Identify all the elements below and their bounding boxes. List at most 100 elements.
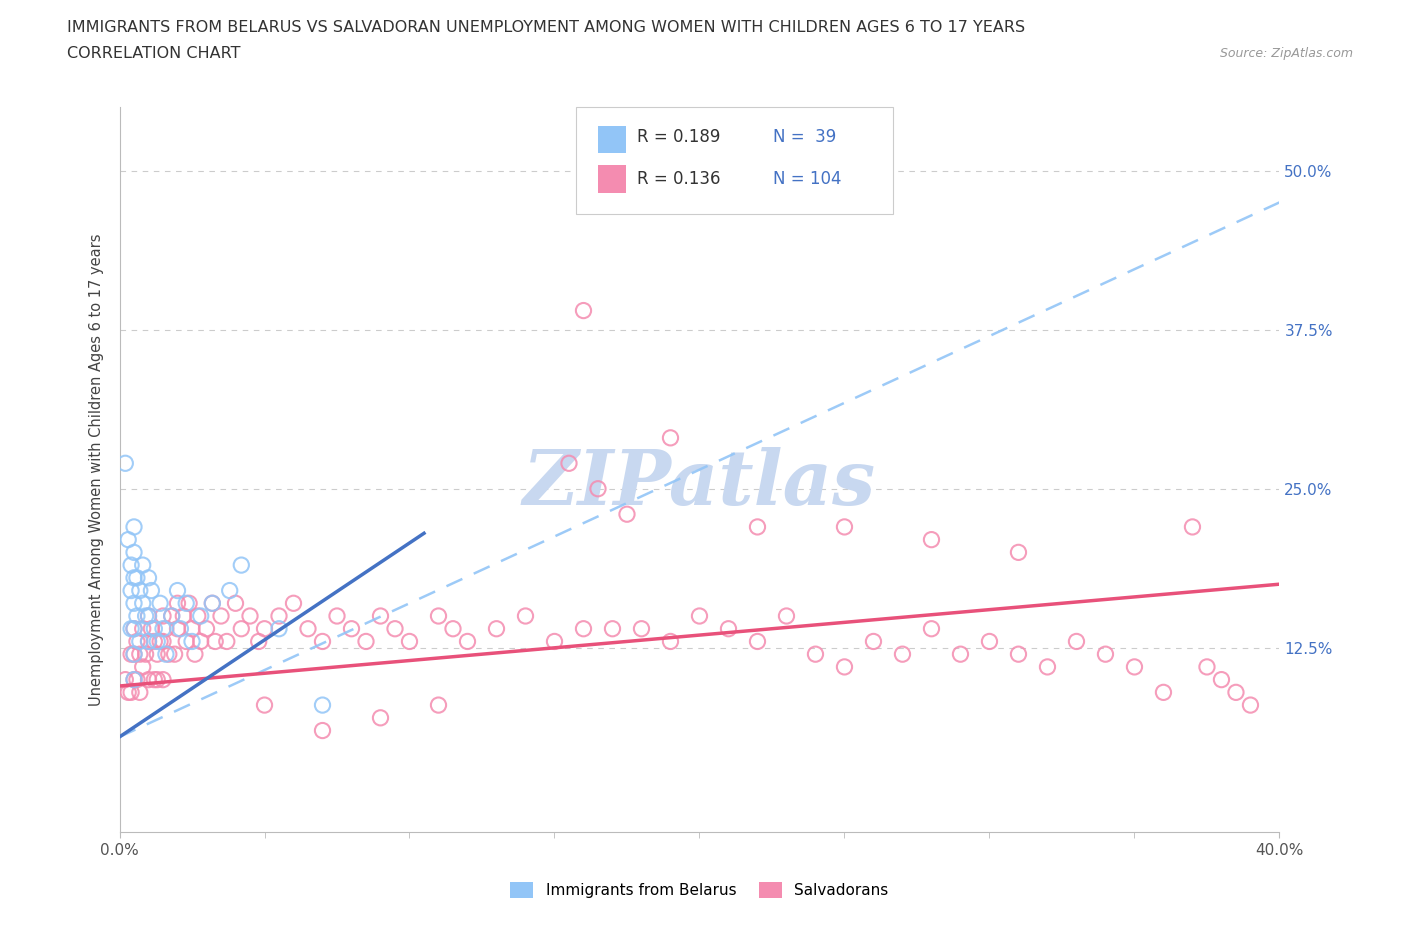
Point	[125, 570, 148, 585]
Point	[891, 646, 914, 661]
Point	[441, 621, 464, 636]
Point	[132, 621, 155, 636]
Text: R = 0.189: R = 0.189	[637, 127, 720, 146]
Point	[543, 634, 565, 649]
Text: IMMIGRANTS FROM BELARUS VS SALVADORAN UNEMPLOYMENT AMONG WOMEN WITH CHILDREN AGE: IMMIGRANTS FROM BELARUS VS SALVADORAN UN…	[67, 20, 1025, 35]
Point	[921, 621, 943, 636]
Point	[247, 634, 270, 649]
Point	[117, 532, 139, 547]
Point	[122, 646, 145, 661]
Point	[138, 570, 160, 585]
Text: N =  39: N = 39	[773, 127, 837, 146]
Point	[834, 520, 856, 535]
Point	[209, 608, 232, 623]
Point	[1181, 520, 1204, 535]
Point	[160, 608, 183, 623]
Point	[138, 608, 160, 623]
Point	[143, 672, 166, 687]
Point	[558, 456, 581, 471]
Point	[862, 634, 884, 649]
Point	[149, 596, 172, 611]
Point	[179, 596, 201, 611]
Point	[717, 621, 740, 636]
Point	[804, 646, 827, 661]
Point	[747, 520, 769, 535]
Point	[152, 608, 174, 623]
Text: Source: ZipAtlas.com: Source: ZipAtlas.com	[1219, 46, 1353, 60]
Point	[201, 596, 224, 611]
Point	[132, 659, 155, 674]
Point	[311, 634, 333, 649]
Point	[122, 596, 145, 611]
Point	[174, 634, 197, 649]
Point	[311, 724, 333, 738]
Point	[166, 596, 188, 611]
Point	[122, 570, 145, 585]
Point	[1007, 646, 1029, 661]
Point	[143, 634, 166, 649]
Point	[122, 545, 145, 560]
Point	[326, 608, 349, 623]
Point	[120, 583, 142, 598]
Point	[135, 608, 157, 623]
Point	[163, 646, 186, 661]
Point	[174, 596, 197, 611]
Point	[384, 621, 406, 636]
Point	[1094, 646, 1116, 661]
Point	[427, 698, 450, 712]
Point	[122, 646, 145, 661]
Point	[979, 634, 1001, 649]
Point	[128, 634, 150, 649]
Point	[152, 672, 174, 687]
Point	[128, 583, 150, 598]
Point	[485, 621, 508, 636]
Point	[195, 621, 218, 636]
Point	[125, 634, 148, 649]
Point	[187, 608, 209, 623]
Point	[1007, 545, 1029, 560]
Point	[1195, 659, 1218, 674]
Point	[225, 596, 247, 611]
Point	[689, 608, 711, 623]
Point	[128, 646, 150, 661]
Point	[114, 456, 136, 471]
Point	[267, 621, 290, 636]
Point	[239, 608, 262, 623]
Point	[572, 621, 595, 636]
Point	[659, 634, 682, 649]
Point	[146, 672, 169, 687]
Point	[120, 558, 142, 573]
Point	[122, 520, 145, 535]
Point	[125, 672, 148, 687]
Point	[1211, 672, 1233, 687]
Point	[181, 634, 204, 649]
Point	[630, 621, 652, 636]
Point	[204, 634, 226, 649]
Point	[190, 634, 212, 649]
Point	[370, 711, 392, 725]
Point	[122, 621, 145, 636]
Point	[456, 634, 478, 649]
Point	[370, 608, 392, 623]
Y-axis label: Unemployment Among Women with Children Ages 6 to 17 years: Unemployment Among Women with Children A…	[89, 233, 104, 706]
Point	[354, 634, 377, 649]
Point	[120, 684, 142, 699]
Text: N = 104: N = 104	[773, 169, 842, 188]
Point	[586, 482, 609, 497]
Point	[160, 608, 183, 623]
Point	[253, 621, 276, 636]
Point	[138, 608, 160, 623]
Point	[602, 621, 624, 636]
Point	[125, 608, 148, 623]
Point	[184, 646, 207, 661]
Point	[122, 621, 145, 636]
Point	[128, 684, 150, 699]
Legend: Immigrants from Belarus, Salvadorans: Immigrants from Belarus, Salvadorans	[505, 876, 894, 905]
Point	[267, 608, 290, 623]
Point	[166, 621, 188, 636]
Text: CORRELATION CHART: CORRELATION CHART	[67, 46, 240, 61]
Point	[152, 634, 174, 649]
Point	[253, 698, 276, 712]
Point	[169, 621, 191, 636]
Point	[157, 646, 180, 661]
